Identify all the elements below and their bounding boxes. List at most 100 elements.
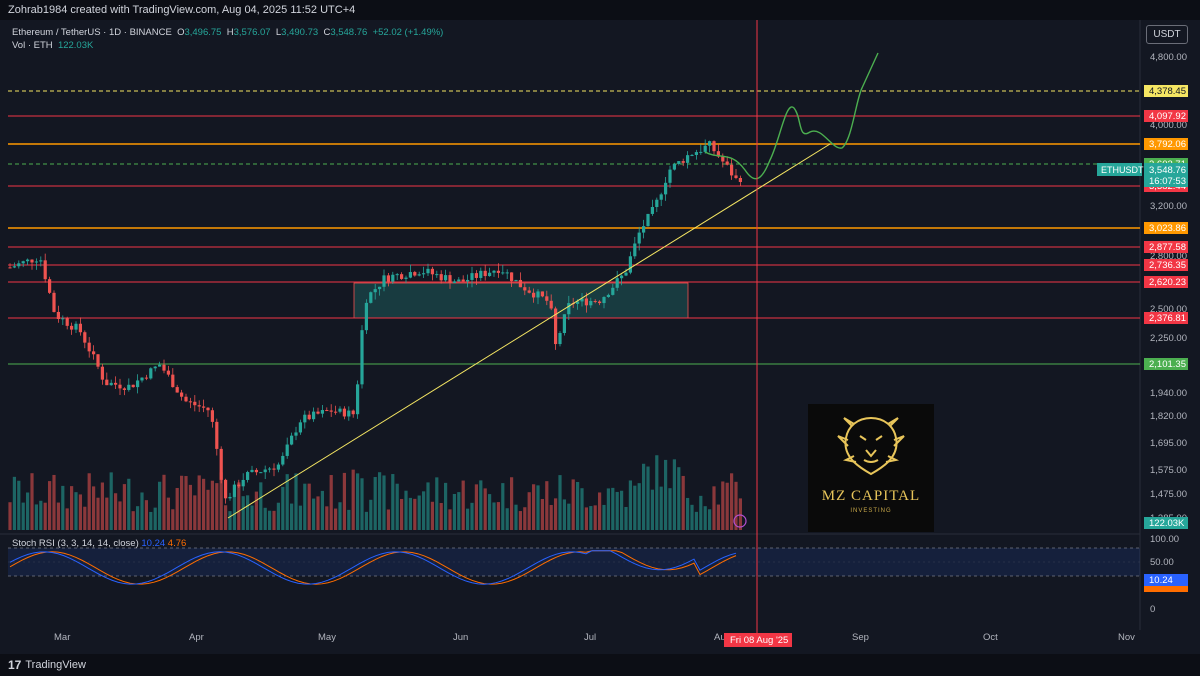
candle-body (417, 274, 421, 276)
candle-body (281, 455, 285, 465)
candle-body (593, 300, 597, 302)
volume-bar (615, 491, 619, 530)
level-badge (1144, 138, 1188, 150)
candle-body (624, 272, 628, 276)
volume-bar (237, 482, 241, 530)
candle-body (430, 268, 434, 275)
level-badge-label: 3,792.06 (1149, 139, 1186, 150)
volume-bar (224, 505, 228, 530)
candle-body (215, 421, 219, 449)
candle-body (202, 406, 206, 408)
candle-body (545, 296, 549, 301)
candle-body (26, 259, 30, 262)
candle-body (184, 396, 188, 402)
candle-body (659, 194, 663, 200)
volume-bar (65, 508, 69, 530)
volume-bar (127, 478, 131, 530)
volume-bar (52, 474, 56, 530)
volume-bar (193, 495, 197, 530)
volume-bar (144, 500, 148, 530)
trendline (227, 143, 831, 519)
rsi-d-badge (1144, 586, 1188, 592)
volume-bar (681, 475, 685, 530)
volume-bar (246, 495, 250, 530)
volume-bar (400, 498, 404, 530)
candle-body (628, 256, 632, 273)
candle-body (518, 279, 522, 288)
candle-body (386, 275, 390, 282)
cursor-date-label: Fri 08 Aug '25 (730, 635, 788, 646)
volume-bar (39, 500, 43, 530)
volume-bar (369, 499, 373, 530)
price-tick-label: 2,800.00 (1150, 251, 1187, 262)
candle-body (725, 161, 729, 165)
time-axis-label: Jul (584, 632, 596, 643)
candle-body (127, 384, 131, 390)
volume-bar (461, 480, 465, 530)
volume-bar (637, 483, 641, 530)
volume-bar (466, 508, 470, 530)
volume-bar (140, 492, 144, 530)
volume-bar (439, 503, 443, 530)
candle-body (122, 388, 126, 390)
volume-bar (298, 505, 302, 530)
price-tick-label: 2,500.00 (1150, 304, 1187, 315)
volume-bar (259, 482, 263, 530)
price-tick-label: 1,940.00 (1150, 388, 1187, 399)
volume-bar (92, 486, 96, 530)
level-badge-label: 2,877.58 (1149, 242, 1186, 253)
symbol-name: Ethereum / TetherUS · 1D · BINANCE (12, 27, 172, 38)
volume-bar (197, 475, 201, 530)
volume-bar (668, 488, 672, 530)
candle-body (734, 175, 738, 178)
volume-bar (180, 475, 184, 530)
volume-bar (686, 497, 690, 530)
candle-body (426, 268, 430, 274)
volume-bar (479, 480, 483, 530)
candle-body (109, 382, 113, 386)
volume-bar (136, 506, 140, 530)
candle-body (408, 272, 412, 278)
volume-bar (703, 506, 707, 530)
candle-body (439, 274, 443, 281)
volume-bar (241, 496, 245, 530)
currency-button[interactable]: USDT (1146, 25, 1188, 44)
candle-body (307, 414, 311, 420)
rsi-badge (1144, 574, 1188, 586)
volume-bar (78, 494, 82, 530)
tradingview-icon: 17 (8, 658, 22, 672)
tradingview-logo[interactable]: 17 TradingView (8, 654, 86, 676)
volume-bar (188, 484, 192, 530)
candle-body (144, 377, 148, 379)
volume-bar (602, 504, 606, 530)
candle-body (320, 410, 324, 414)
volume-bar (171, 509, 175, 530)
volume-bar (26, 492, 30, 530)
symbol-badge-label: ETHUSDT (1101, 165, 1144, 175)
candle-body (298, 422, 302, 433)
volume-bar (514, 504, 518, 530)
candle-body (584, 298, 588, 306)
chart-area[interactable]: 4,800.00 4,000.00 3,200.00 2,800.00 2,500.00… (0, 20, 1200, 656)
open-value: 3,496.75 (184, 27, 222, 38)
candle-body (668, 169, 672, 183)
candle-body (721, 156, 725, 162)
volume-bar (501, 483, 505, 530)
lion-icon (837, 416, 905, 476)
volume-bar (435, 477, 439, 530)
volume-bar (30, 473, 34, 530)
volume-bar (417, 495, 421, 530)
level-badge-label: 2,620.23 (1149, 277, 1186, 288)
candle-body (716, 151, 720, 157)
volume-bar (149, 511, 153, 530)
volume-bar (360, 478, 364, 530)
volume-bar (404, 490, 408, 530)
volume-bar (527, 492, 531, 530)
candle-body (637, 232, 641, 244)
candle-body (510, 272, 514, 282)
candle-body (70, 325, 74, 330)
price-chart[interactable]: 4,800.00 4,000.00 3,200.00 2,800.00 2,500.00… (0, 20, 1200, 656)
candle-body (52, 292, 56, 312)
volume-badge-label: 122.03K (1149, 518, 1185, 529)
candle-body (312, 411, 316, 420)
